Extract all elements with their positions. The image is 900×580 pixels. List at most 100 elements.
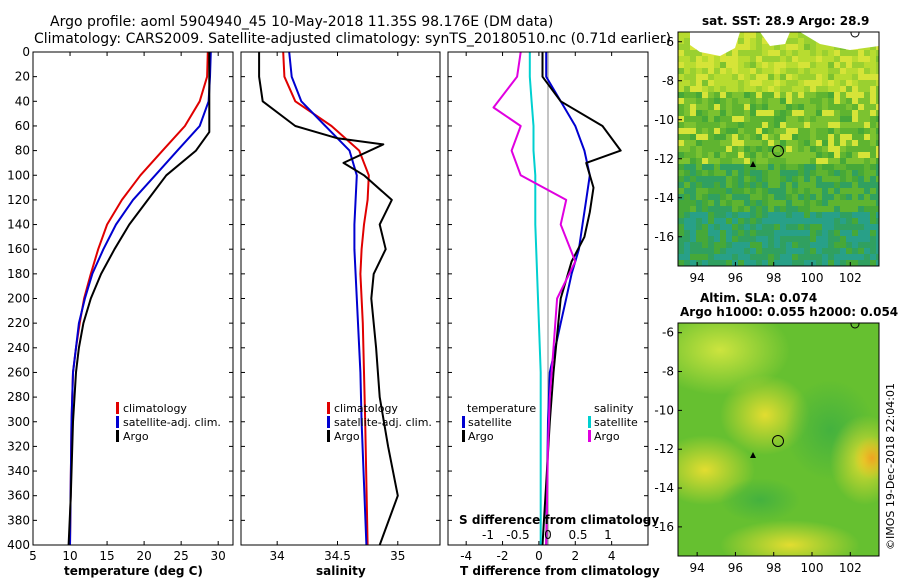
sst-cell — [816, 146, 822, 152]
map-x-tick-label: 98 — [766, 561, 781, 575]
sst-cell — [744, 212, 750, 218]
sst-cell — [750, 98, 756, 104]
sst-cell — [816, 116, 822, 122]
sst-cell — [744, 260, 750, 266]
sst-cell — [864, 98, 870, 104]
sst-cell — [852, 242, 858, 248]
sst-cell — [768, 254, 774, 260]
sst-cell — [816, 260, 822, 266]
sst-cell — [690, 134, 696, 140]
sst-cell — [774, 44, 780, 50]
legend-argo-swatch — [116, 430, 119, 442]
sst-cell — [870, 56, 876, 62]
sst-cell — [864, 224, 870, 230]
sst-cell — [780, 92, 786, 98]
sst-map-frame — [677, 31, 880, 267]
sst-cell — [708, 134, 714, 140]
sst-cell — [696, 146, 702, 152]
sst-cell — [696, 260, 702, 266]
sst-cell — [846, 92, 852, 98]
sst-cell — [804, 116, 810, 122]
sst-cell — [810, 56, 816, 62]
sst-cell — [822, 98, 828, 104]
sst-cell — [762, 146, 768, 152]
x2-tick-label: 0 — [544, 528, 552, 542]
sst-cell — [828, 74, 834, 80]
sst-cell — [732, 92, 738, 98]
sst-cell — [780, 140, 786, 146]
sst-cell — [690, 236, 696, 242]
sst-cell — [780, 224, 786, 230]
sst-cell — [762, 134, 768, 140]
sst-cell — [690, 110, 696, 116]
sst-cell — [816, 86, 822, 92]
sst-cell — [744, 146, 750, 152]
sst-cell — [816, 200, 822, 206]
sst-cell — [828, 224, 834, 230]
sst-cell — [858, 164, 864, 170]
sst-cell — [804, 254, 810, 260]
sst-cell — [750, 188, 756, 194]
sst-cell — [732, 200, 738, 206]
sst-cell — [756, 254, 762, 260]
figure-title-line2: Climatology: CARS2009. Satellite-adjuste… — [34, 31, 671, 47]
sst-cell — [696, 86, 702, 92]
sst-cell — [750, 218, 756, 224]
sst-cell — [798, 230, 804, 236]
sst-cell — [708, 158, 714, 164]
sst-cell — [714, 188, 720, 194]
sst-cell — [744, 254, 750, 260]
depth-tick-label: 140 — [7, 218, 30, 232]
sst-cell — [756, 146, 762, 152]
sst-cell — [750, 206, 756, 212]
temperature-x-ticks: 5 10 15 20 25 30 — [29, 52, 226, 563]
sst-cell — [804, 164, 810, 170]
sst-cell — [792, 38, 798, 44]
sst-cell — [786, 62, 792, 68]
sst-cell — [822, 260, 828, 266]
sst-cell — [810, 80, 816, 86]
sst-cell — [870, 224, 876, 230]
sst-cell — [714, 134, 720, 140]
sst-cell — [834, 128, 840, 134]
sst-cell — [798, 158, 804, 164]
sst-cell — [678, 194, 684, 200]
sst-cell — [720, 134, 726, 140]
sst-cell — [714, 56, 720, 62]
sst-cell — [696, 68, 702, 74]
sst-cell — [684, 194, 690, 200]
sst-cell — [744, 110, 750, 116]
map-x-tick-label: 100 — [801, 561, 824, 575]
sst-cell — [744, 86, 750, 92]
depth-tick-label: 340 — [7, 464, 30, 478]
sst-cell — [840, 116, 846, 122]
sst-cell — [768, 188, 774, 194]
sst-cell — [804, 122, 810, 128]
sst-cell — [762, 128, 768, 134]
x-tick-label: 0 — [535, 549, 543, 563]
sst-cell — [858, 218, 864, 224]
sst-cell — [840, 206, 846, 212]
x-tick-label: -4 — [460, 549, 472, 563]
sst-cell — [750, 242, 756, 248]
sst-cell — [774, 68, 780, 74]
x-tick-label: 34 — [270, 549, 285, 563]
sst-cell — [816, 98, 822, 104]
sst-cell — [744, 104, 750, 110]
sst-cell — [810, 152, 816, 158]
sst-cell — [852, 224, 858, 230]
sst-cell — [786, 32, 792, 38]
sst-cell — [768, 134, 774, 140]
sst-cell — [690, 92, 696, 98]
sst-cell — [822, 254, 828, 260]
sst-cell — [810, 200, 816, 206]
x-tick-label: 35 — [390, 549, 405, 563]
sst-cell — [744, 182, 750, 188]
sst-cell — [762, 80, 768, 86]
sst-cell — [834, 134, 840, 140]
sst-cell — [702, 218, 708, 224]
sst-cell — [714, 74, 720, 80]
sst-cell — [756, 260, 762, 266]
sst-cell — [786, 236, 792, 242]
sst-cell — [762, 176, 768, 182]
